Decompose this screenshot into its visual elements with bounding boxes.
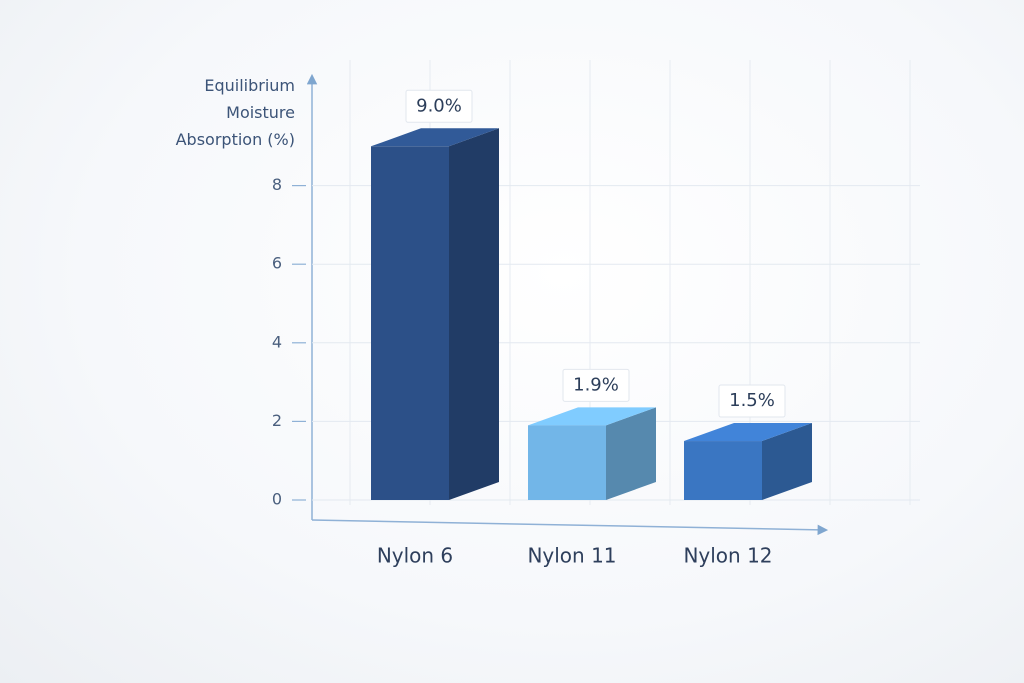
x-tick-label: Nylon 6 (377, 544, 453, 568)
bar (528, 425, 606, 500)
value-label-box (562, 368, 630, 402)
value-label-box (718, 384, 786, 418)
y-tick-label: 8 (272, 175, 282, 194)
y-tick-label: 6 (272, 254, 282, 273)
bar-side (606, 407, 656, 500)
value-label: 1.9% (573, 374, 619, 395)
x-tick-label: Nylon 12 (683, 544, 772, 568)
value-label-box (405, 89, 473, 123)
bar-side (762, 423, 812, 500)
x-tick-label: Nylon 11 (527, 544, 616, 568)
y-axis-title: Equilibrium Moisture Absorption (%) (175, 76, 295, 149)
y-tick-label: 4 (272, 332, 282, 351)
value-label: 1.5% (729, 390, 775, 411)
x-axis (311, 519, 829, 536)
bar (371, 146, 449, 501)
bar (684, 441, 762, 500)
value-label: 9.0% (416, 95, 462, 116)
y-tick-label: 2 (272, 411, 282, 430)
bar-side (449, 128, 499, 501)
bar-top (371, 128, 499, 147)
bar-top (528, 407, 656, 426)
y-tick-label: 0 (272, 490, 282, 509)
bar-top (684, 423, 812, 442)
